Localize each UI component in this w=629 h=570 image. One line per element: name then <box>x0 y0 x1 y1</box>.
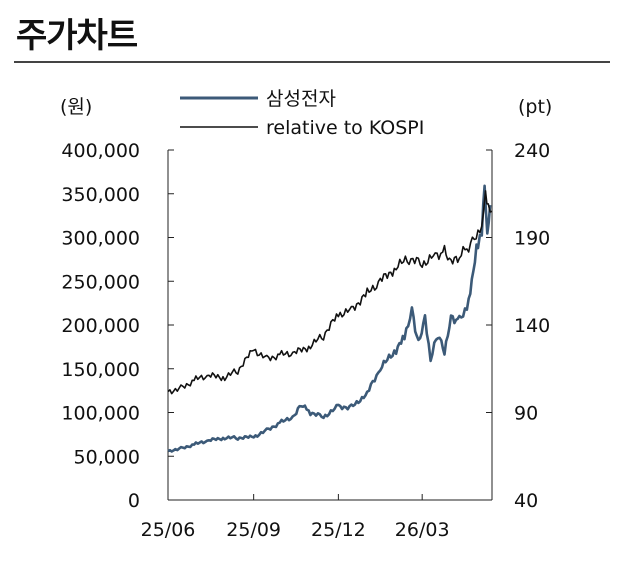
series-line-samsung <box>167 184 492 453</box>
y-left-unit: (원) <box>60 96 92 118</box>
y-left-tick-label: 300,000 <box>61 228 140 250</box>
series-line-relative-kospi <box>167 190 493 395</box>
legend-label: 삼성전자 <box>266 88 336 110</box>
x-tick-label: 25/12 <box>311 519 366 541</box>
y-left-tick-label: 100,000 <box>61 403 140 425</box>
y-right-unit: (pt) <box>518 96 552 118</box>
series-lines <box>167 184 493 453</box>
title-divider <box>14 61 610 63</box>
x-tick-label: 25/06 <box>141 519 196 541</box>
y-left-tick-label: 150,000 <box>61 359 140 381</box>
page-title: 주가차트 <box>16 16 138 56</box>
y-left-tick-label: 0 <box>128 490 140 512</box>
y-right-tick-label: 240 <box>514 140 550 162</box>
y-right-tick-label: 40 <box>514 490 538 512</box>
tick-labels: 0 50,000 100,000 150,000 200,000 250,000 300,0… <box>60 96 552 541</box>
y-right-tick-label: 140 <box>514 315 550 337</box>
y-left-tick-label: 200,000 <box>61 315 140 337</box>
y-left-tick-label: 400,000 <box>61 140 140 162</box>
x-tick-label: 25/09 <box>226 519 281 541</box>
legend-label: relative to KOSPI <box>266 117 424 139</box>
axes <box>167 149 493 501</box>
x-tick-label: 26/03 <box>395 519 450 541</box>
legend: 삼성전자 relative to KOSPI <box>180 88 424 139</box>
y-left-tick-label: 350,000 <box>61 184 140 206</box>
y-left-tick-label: 250,000 <box>61 271 140 293</box>
y-right-tick-label: 90 <box>514 403 538 425</box>
y-right-tick-label: 190 <box>514 228 550 250</box>
y-left-tick-label: 50,000 <box>74 446 140 468</box>
